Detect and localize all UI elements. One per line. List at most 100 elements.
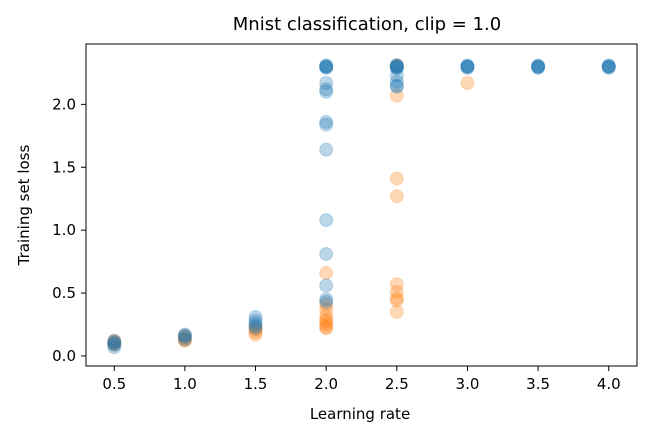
data-point: [107, 340, 122, 355]
data-point: [319, 59, 334, 74]
data-point: [248, 318, 263, 333]
data-point: [319, 114, 334, 129]
data-point: [389, 59, 404, 74]
data-point: [107, 337, 122, 352]
x-tick-label: 3.0: [456, 375, 480, 393]
y-tick-label: 2.0: [52, 95, 76, 113]
data-point: [389, 171, 404, 186]
data-point: [177, 332, 192, 347]
data-point: [177, 328, 192, 343]
data-point: [531, 58, 546, 73]
data-point: [319, 59, 334, 74]
data-point: [107, 336, 122, 351]
data-point: [248, 320, 263, 335]
data-point: [319, 278, 334, 293]
y-tick-label: 1.5: [52, 158, 76, 176]
data-point: [389, 79, 404, 94]
data-point: [319, 60, 334, 75]
x-tick-label: 2.5: [385, 375, 409, 393]
data-point: [248, 325, 263, 340]
data-point: [460, 59, 475, 74]
data-point: [389, 60, 404, 75]
data-point: [319, 294, 334, 309]
y-tick-label: 0.0: [52, 347, 76, 365]
x-axis-label: Learning rate: [310, 405, 410, 423]
data-point: [248, 327, 263, 342]
data-point: [460, 59, 475, 74]
x-tick-label: 1.0: [173, 375, 197, 393]
data-point: [107, 333, 122, 348]
data-point: [389, 293, 404, 308]
data-point: [319, 302, 334, 317]
data-point: [107, 335, 122, 350]
data-point: [319, 317, 334, 332]
data-point: [248, 316, 263, 331]
data-point: [460, 60, 475, 75]
plot-background: [86, 44, 637, 366]
data-point: [177, 331, 192, 346]
data-point: [389, 291, 404, 306]
data-point: [531, 59, 546, 74]
chart-title: Mnist classification, clip = 1.0: [233, 14, 501, 35]
data-point: [389, 74, 404, 89]
plot-frame: [85, 43, 638, 367]
data-point: [319, 321, 334, 336]
data-point: [319, 84, 334, 99]
axes: 0.5 1.0 1.5 2.0 2.5 3.0 3.5 4.0 0.0 0.5 1.0 1.5 2.0: [52, 43, 638, 393]
data-point: [319, 312, 334, 327]
data-point: [389, 277, 404, 292]
y-tick-label: 1.0: [52, 221, 76, 239]
data-point: [601, 60, 616, 75]
data-point: [107, 333, 122, 348]
data-point: [107, 335, 122, 350]
data-point: [389, 68, 404, 83]
data-point: [319, 247, 334, 262]
data-points: [107, 58, 616, 355]
data-point: [319, 142, 334, 157]
data-point: [319, 314, 334, 329]
data-point: [460, 75, 475, 90]
data-point: [248, 322, 263, 337]
data-point: [177, 328, 192, 343]
data-point: [177, 332, 192, 347]
data-point: [319, 308, 334, 323]
data-point: [460, 58, 475, 73]
y-axis-label: Training set loss: [15, 145, 33, 267]
data-point: [177, 327, 192, 342]
data-point: [531, 59, 546, 74]
data-point: [107, 336, 122, 351]
data-point: [531, 59, 546, 74]
data-point: [177, 333, 192, 348]
data-point: [107, 337, 122, 352]
data-point: [389, 58, 404, 73]
data-point: [319, 320, 334, 335]
data-point: [389, 60, 404, 75]
data-point: [389, 58, 404, 73]
data-point: [248, 321, 263, 336]
data-point: [460, 59, 475, 74]
data-point: [319, 265, 334, 280]
data-point: [319, 117, 334, 132]
x-tick-label: 3.5: [526, 375, 550, 393]
data-point: [389, 58, 404, 73]
data-point: [319, 75, 334, 90]
data-point: [601, 59, 616, 74]
data-point: [319, 213, 334, 228]
y-tick-label: 0.5: [52, 284, 76, 302]
x-tick-label: 0.5: [102, 375, 126, 393]
data-point: [389, 284, 404, 299]
data-point: [319, 59, 334, 74]
data-point: [177, 330, 192, 345]
data-point: [601, 58, 616, 73]
data-point: [531, 60, 546, 75]
data-point: [389, 78, 404, 93]
data-point: [389, 189, 404, 204]
plot-area: [86, 44, 637, 366]
data-point: [389, 59, 404, 74]
data-point: [319, 82, 334, 97]
data-point: [389, 304, 404, 319]
data-point: [601, 59, 616, 74]
data-point: [319, 292, 334, 307]
series-orange: [107, 58, 475, 352]
